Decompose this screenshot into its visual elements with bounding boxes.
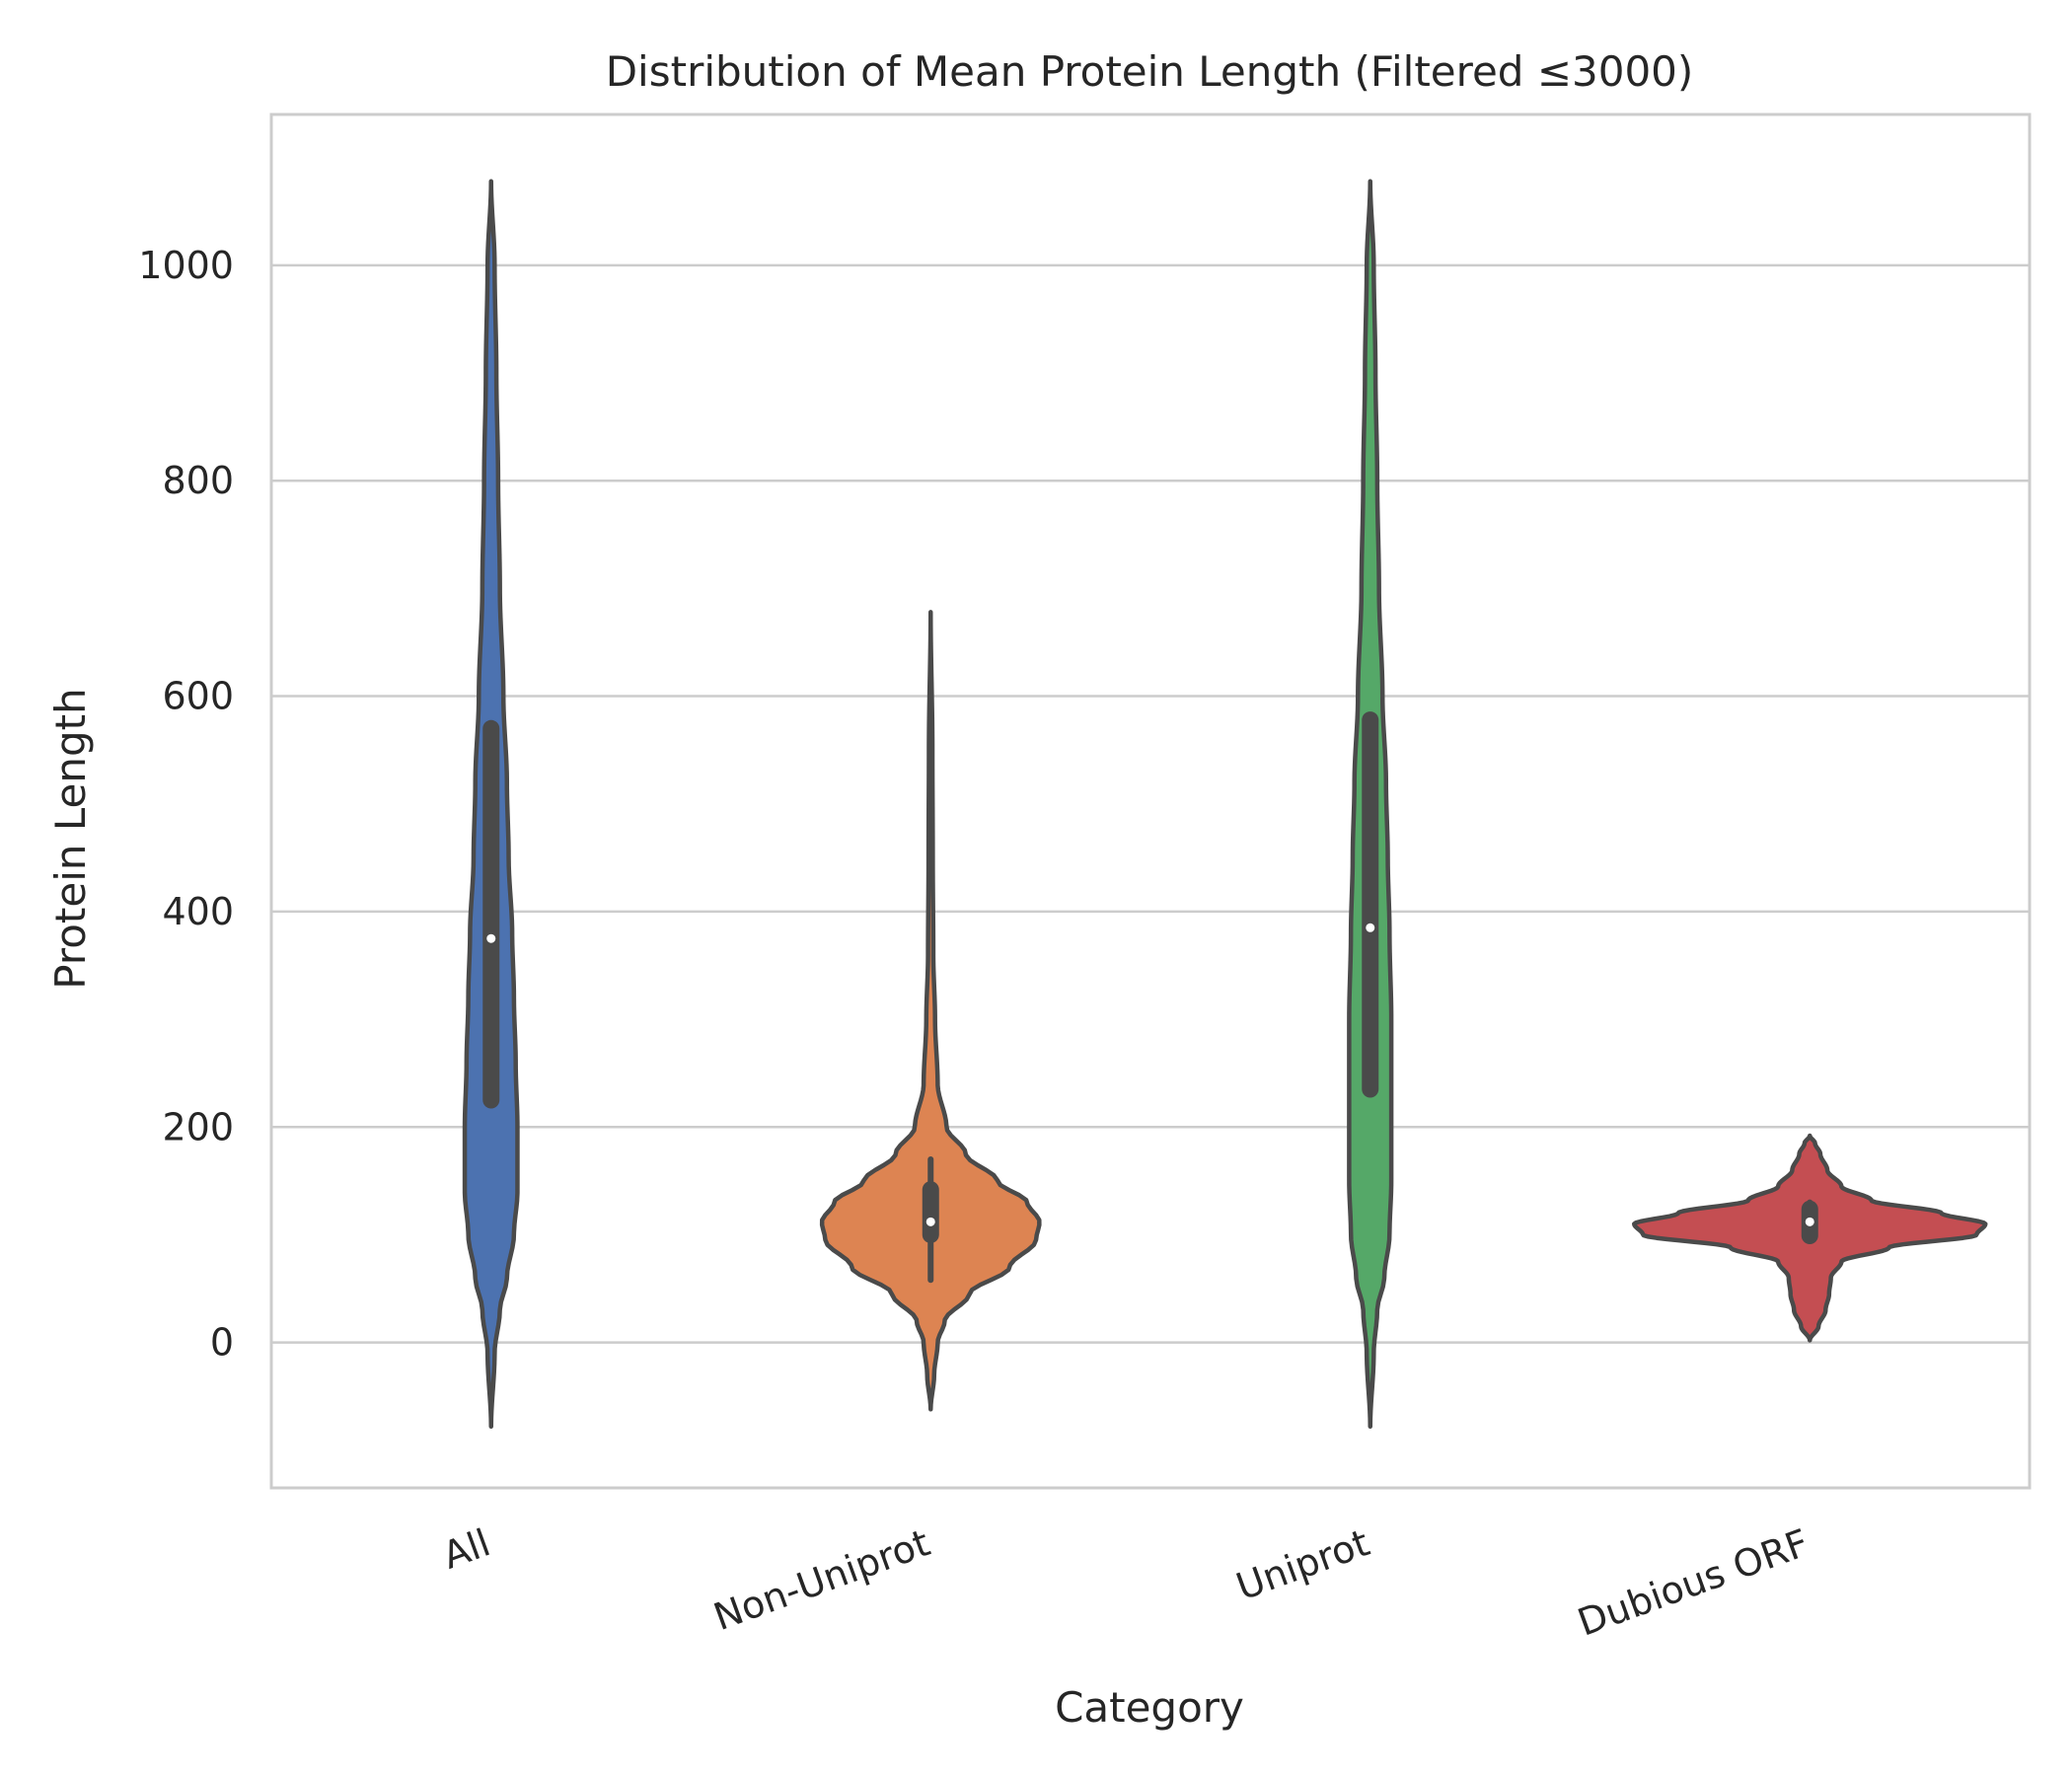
- x-tick-label-uniprot: Uniprot: [1230, 1520, 1374, 1608]
- y-tick-label-1000: 1000: [138, 244, 234, 287]
- plot-frame: [269, 112, 2032, 1490]
- y-tick-label-0: 0: [210, 1321, 234, 1365]
- violin-layer: [462, 179, 1988, 1430]
- x-tick-label-dubious-orf: Dubious ORF: [1572, 1520, 1814, 1644]
- median-marker-all: [486, 933, 496, 943]
- y-tick-label-200: 200: [162, 1105, 234, 1148]
- median-marker-uniprot: [1366, 923, 1375, 932]
- violin-non-uniprot: [819, 610, 1042, 1412]
- y-tick-labels: 0 200 400 600 800 1000: [138, 244, 234, 1365]
- chart-title: Distribution of Mean Protein Length (Fil…: [606, 47, 1694, 96]
- y-axis-label: Protein Length: [46, 688, 95, 989]
- violin-uniprot: [1347, 179, 1394, 1430]
- grid-lines: [271, 263, 2030, 1344]
- y-tick-label-400: 400: [162, 890, 234, 933]
- y-tick-label-600: 600: [162, 675, 234, 718]
- median-marker-non-uniprot: [925, 1217, 935, 1226]
- violin-body-non-uniprot: [819, 610, 1042, 1412]
- x-tick-labels: All Non-Uniprot Uniprot Dubious ORF: [437, 1520, 1814, 1644]
- x-tick-label-all: All: [437, 1520, 495, 1577]
- violin-all: [462, 179, 520, 1430]
- median-marker-dubious-orf: [1805, 1217, 1814, 1226]
- x-axis-label: Category: [1055, 1683, 1244, 1732]
- y-tick-label-800: 800: [162, 459, 234, 502]
- violin-dubious-orf: [1632, 1133, 1988, 1343]
- x-tick-label-non-uniprot: Non-Uniprot: [708, 1520, 935, 1639]
